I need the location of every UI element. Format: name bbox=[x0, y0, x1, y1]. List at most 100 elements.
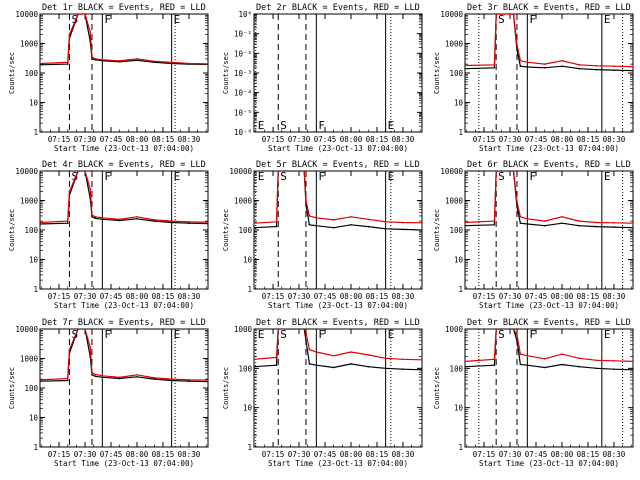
data-point bbox=[613, 65, 615, 67]
data-point bbox=[308, 215, 311, 217]
data-point bbox=[519, 60, 522, 62]
x-axis-label: Start Time (23-Oct-13 07:04:00) bbox=[54, 301, 194, 310]
data-point bbox=[289, 171, 292, 172]
marker-label: F bbox=[104, 328, 111, 341]
data-point bbox=[595, 359, 598, 362]
y-tick-label: 100 bbox=[24, 384, 38, 393]
data-point bbox=[153, 220, 156, 222]
y-tick-label: 10 bbox=[454, 99, 464, 108]
data-point bbox=[66, 220, 69, 222]
x-tick-label: 07:30 bbox=[74, 450, 97, 459]
data-point bbox=[543, 224, 546, 227]
data-point bbox=[89, 31, 91, 33]
y-tick-label: 10 bbox=[454, 404, 464, 413]
data-point bbox=[516, 49, 518, 51]
x-tick-label: 07:30 bbox=[499, 292, 522, 301]
data-point bbox=[493, 67, 496, 69]
data-point bbox=[512, 171, 515, 172]
data-point bbox=[367, 354, 370, 356]
y-tick-label: 10 bbox=[29, 414, 39, 423]
data-point bbox=[101, 375, 104, 377]
data-point bbox=[66, 61, 69, 64]
y-axis-label: Counts/sec bbox=[8, 52, 16, 94]
data-point bbox=[91, 374, 93, 376]
x-tick-label: 07:45 bbox=[525, 450, 548, 459]
x-tick-label: 08:00 bbox=[126, 135, 149, 144]
data-point bbox=[578, 357, 581, 360]
data-point bbox=[315, 364, 318, 367]
data-point bbox=[153, 377, 156, 379]
data-point bbox=[613, 360, 615, 362]
plot-frame bbox=[253, 170, 423, 290]
data-point bbox=[254, 358, 255, 361]
data-point bbox=[512, 329, 515, 330]
data-point bbox=[170, 62, 173, 65]
y-tick-label: 1 bbox=[33, 128, 38, 137]
panel-det-6: Det 6r BLACK = Events, RED = LLD 1 10 100 10… bbox=[433, 160, 634, 310]
data-point bbox=[118, 376, 121, 379]
marker-label: E bbox=[174, 328, 181, 341]
x-axis-label: Start Time (23-Oct-13 07:04:00) bbox=[268, 301, 408, 310]
panel-det-5: Det 5r BLACK = Events, RED = LLD 1 10 100 10… bbox=[222, 160, 423, 310]
data-point bbox=[94, 216, 97, 218]
plot-frame bbox=[464, 328, 634, 448]
data-point bbox=[40, 223, 41, 225]
x-tick-label: 08:15 bbox=[366, 135, 389, 144]
data-point bbox=[578, 365, 581, 368]
y-axis-label: Counts/sec bbox=[433, 367, 441, 409]
data-point bbox=[170, 61, 173, 64]
panel-det-1: Det 1r BLACK = Events, RED = LLD 1 10 100 10… bbox=[8, 3, 209, 153]
data-point bbox=[332, 366, 335, 369]
data-point bbox=[595, 367, 598, 370]
data-point bbox=[308, 224, 311, 226]
y-tick-label: 1000 bbox=[234, 197, 253, 206]
marker-label: S bbox=[498, 13, 505, 26]
panel-title: Det 5r BLACK = Events, RED = LLD bbox=[256, 160, 420, 170]
y-tick-label: 1 bbox=[33, 443, 38, 452]
data-point bbox=[500, 171, 503, 172]
panel-title: Det 7r BLACK = Events, RED = LLD bbox=[42, 318, 206, 328]
x-tick-label: 08:30 bbox=[178, 450, 201, 459]
data-point bbox=[188, 379, 190, 381]
x-tick-label: 07:15 bbox=[262, 135, 285, 144]
data-point bbox=[465, 67, 466, 70]
data-point bbox=[66, 377, 69, 380]
data-point bbox=[543, 67, 546, 69]
data-point bbox=[561, 353, 563, 355]
data-point bbox=[94, 375, 97, 378]
data-point bbox=[402, 358, 404, 361]
data-point bbox=[207, 222, 208, 225]
x-tick-label: 08:00 bbox=[551, 292, 574, 301]
y-tick-label: 1000 bbox=[20, 355, 39, 364]
data-point bbox=[277, 171, 279, 172]
y-tick-label: 1 bbox=[458, 285, 463, 294]
data-point bbox=[275, 221, 278, 223]
data-point bbox=[207, 63, 208, 65]
data-point bbox=[493, 220, 496, 222]
series-line-lld bbox=[254, 329, 422, 361]
data-point bbox=[465, 221, 466, 224]
data-point bbox=[350, 216, 352, 218]
data-point bbox=[77, 14, 79, 15]
data-point bbox=[303, 329, 305, 330]
panel-title: Det 3r BLACK = Events, RED = LLD bbox=[467, 3, 631, 13]
y-tick-label: 100 bbox=[24, 226, 38, 235]
data-point bbox=[40, 64, 41, 66]
data-point bbox=[153, 60, 156, 63]
y-tick-label: 1 bbox=[247, 285, 252, 294]
data-point bbox=[384, 357, 387, 360]
data-point bbox=[332, 226, 335, 229]
data-point bbox=[512, 14, 515, 15]
data-point bbox=[495, 329, 497, 330]
x-tick-label: 07:45 bbox=[100, 135, 123, 144]
data-point bbox=[101, 376, 104, 379]
y-tick-label: 10000 bbox=[229, 167, 252, 176]
data-point bbox=[384, 367, 387, 370]
marker-label: S bbox=[71, 13, 78, 26]
data-point bbox=[465, 64, 466, 67]
y-tick-label: 1 bbox=[33, 285, 38, 294]
data-point bbox=[632, 222, 633, 224]
marker-label: F bbox=[318, 170, 325, 183]
data-point bbox=[421, 222, 422, 224]
